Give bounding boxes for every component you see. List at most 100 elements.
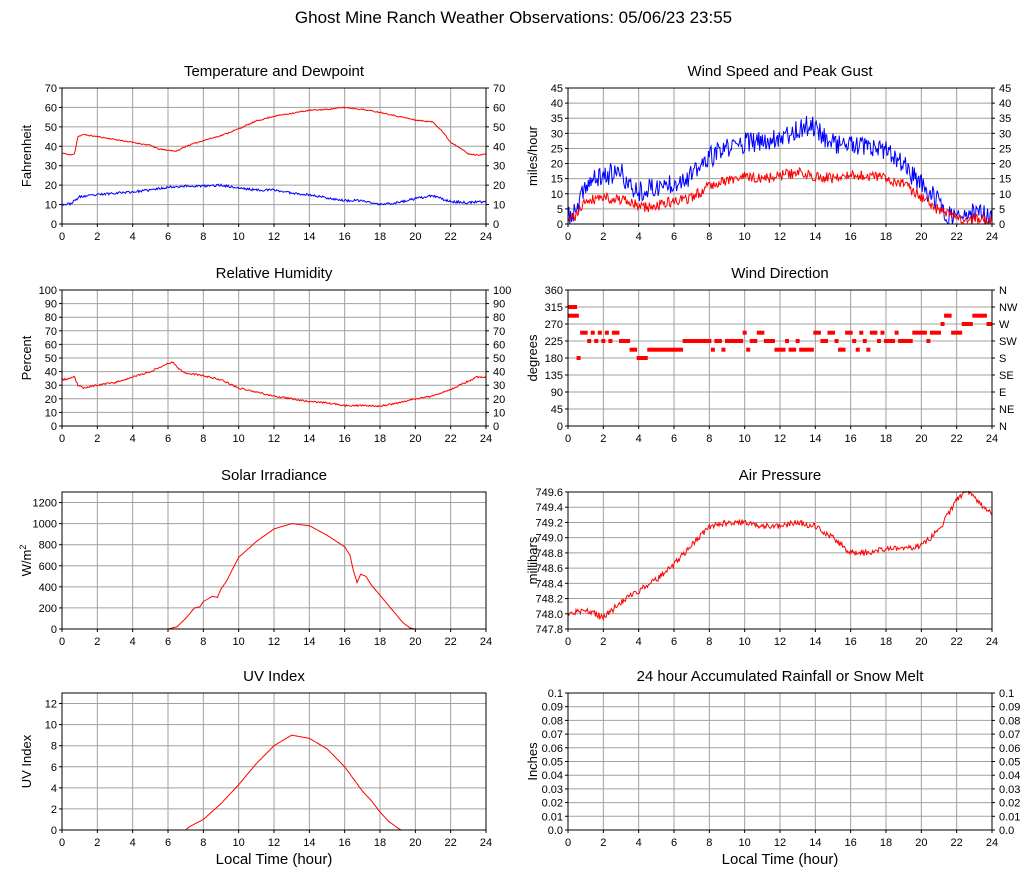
y-tick-label-right: W bbox=[999, 319, 1010, 331]
x-tick-label: 10 bbox=[233, 231, 245, 243]
data-point bbox=[848, 330, 853, 335]
data-point bbox=[721, 347, 726, 352]
y-axis-label: UV Index bbox=[19, 734, 34, 788]
x-tick-label: 0 bbox=[59, 837, 65, 849]
y-axis-label: millibars bbox=[525, 536, 540, 584]
y-tick-label-right: 40 bbox=[493, 367, 505, 379]
y-tick-label-right: 0 bbox=[999, 219, 1005, 231]
x-tick-label: 14 bbox=[809, 433, 821, 445]
y-axis-label: W/m2 bbox=[18, 545, 34, 577]
data-point bbox=[622, 339, 627, 343]
data-point bbox=[940, 322, 945, 326]
y-tick-label: 748.8 bbox=[535, 548, 563, 560]
x-tick-label: 14 bbox=[303, 837, 315, 849]
y-tick-label: 748.6 bbox=[535, 563, 563, 575]
x-tick-label: 10 bbox=[233, 837, 245, 849]
data-point bbox=[799, 347, 804, 352]
data-point bbox=[576, 356, 581, 360]
y-tick-label: 45 bbox=[551, 404, 563, 416]
chart-rain: 24 hour Accumulated Rainfall or Snow Mel… bbox=[525, 668, 1020, 868]
y-tick-label: 50 bbox=[45, 122, 57, 134]
y-tick-label: 0.1 bbox=[548, 688, 563, 700]
x-tick-label: 4 bbox=[636, 636, 642, 648]
y-tick-label: 40 bbox=[45, 367, 57, 379]
data-point bbox=[604, 330, 609, 335]
x-tick-label: 20 bbox=[409, 231, 421, 243]
y-axis-label: miles/hour bbox=[525, 125, 540, 186]
data-point bbox=[728, 339, 733, 343]
y-tick-label: 40 bbox=[45, 141, 57, 153]
data-point bbox=[944, 313, 949, 318]
y-tick-label: 748.0 bbox=[535, 609, 563, 621]
series-line bbox=[568, 116, 992, 224]
chart-title: UV Index bbox=[243, 668, 305, 685]
x-tick-label: 8 bbox=[706, 837, 712, 849]
data-point bbox=[643, 356, 648, 360]
data-point bbox=[742, 330, 747, 335]
data-point bbox=[707, 339, 712, 343]
data-point bbox=[884, 339, 888, 343]
data-point bbox=[795, 339, 800, 343]
x-tick-label: 22 bbox=[445, 433, 457, 445]
y-tick-label: 0.04 bbox=[542, 770, 563, 782]
y-tick-label: 20 bbox=[551, 159, 563, 171]
x-tick-label: 20 bbox=[409, 433, 421, 445]
data-point bbox=[569, 305, 574, 309]
x-tick-label: 14 bbox=[303, 433, 315, 445]
x-tick-label: 16 bbox=[339, 433, 351, 445]
y-tick-label: 2 bbox=[51, 804, 57, 816]
data-point bbox=[657, 347, 662, 352]
y-tick-label: 0.08 bbox=[542, 715, 563, 727]
y-tick-label: 20 bbox=[45, 180, 57, 192]
data-point bbox=[915, 330, 920, 335]
x-tick-label: 20 bbox=[915, 433, 927, 445]
data-point bbox=[689, 339, 694, 343]
x-tick-label: 20 bbox=[915, 837, 927, 849]
x-tick-label: 22 bbox=[951, 231, 963, 243]
y-tick-label-right: 35 bbox=[999, 113, 1011, 125]
series-line bbox=[62, 361, 486, 408]
x-tick-label: 18 bbox=[374, 433, 386, 445]
data-point bbox=[615, 330, 620, 335]
y-tick-label: 90 bbox=[551, 387, 563, 399]
x-tick-label: 12 bbox=[268, 433, 280, 445]
y-tick-label-right: 0.01 bbox=[999, 811, 1020, 823]
x-tick-label: 8 bbox=[200, 837, 206, 849]
x-tick-label: 8 bbox=[200, 231, 206, 243]
x-tick-label: 16 bbox=[339, 636, 351, 648]
y-tick-label: 50 bbox=[45, 353, 57, 365]
x-tick-label: 24 bbox=[986, 231, 998, 243]
x-tick-label: 2 bbox=[94, 636, 100, 648]
data-point bbox=[947, 313, 952, 318]
data-point bbox=[597, 330, 602, 335]
y-tick-label: 800 bbox=[39, 540, 57, 552]
y-tick-label: 0.03 bbox=[542, 784, 563, 796]
series-group bbox=[568, 305, 992, 360]
x-tick-label: 16 bbox=[845, 636, 857, 648]
y-tick-label-right: 10 bbox=[999, 189, 1011, 201]
y-tick-label-right: NE bbox=[999, 404, 1014, 416]
x-tick-label: 18 bbox=[374, 837, 386, 849]
data-point bbox=[568, 305, 570, 309]
x-tick-label: 10 bbox=[739, 433, 751, 445]
data-point bbox=[929, 330, 934, 335]
y-tick-label: 10 bbox=[45, 200, 57, 212]
data-point bbox=[682, 339, 687, 343]
data-point bbox=[735, 339, 740, 343]
y-tick-label: 10 bbox=[551, 189, 563, 201]
x-tick-label: 8 bbox=[706, 231, 712, 243]
data-point bbox=[710, 347, 715, 352]
x-tick-label: 16 bbox=[845, 231, 857, 243]
data-point bbox=[626, 339, 631, 343]
data-point bbox=[679, 347, 684, 352]
y-tick-label-right: 70 bbox=[493, 326, 505, 338]
data-point bbox=[746, 347, 751, 352]
data-point bbox=[573, 305, 578, 309]
data-point bbox=[664, 347, 669, 352]
data-point bbox=[901, 339, 906, 343]
y-tick-label-right: 30 bbox=[999, 128, 1011, 140]
y-tick-label-right: S bbox=[999, 353, 1006, 365]
data-point bbox=[898, 339, 903, 343]
y-tick-label: 315 bbox=[545, 302, 563, 314]
data-point bbox=[926, 339, 931, 343]
